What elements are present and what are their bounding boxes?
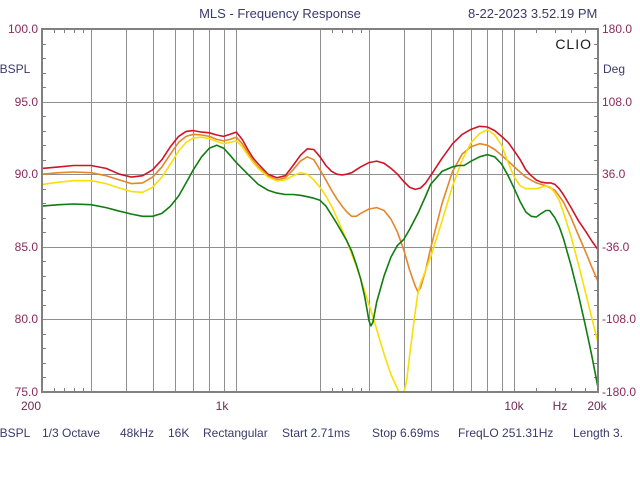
status-item-8: FreqLO 251.31Hz <box>458 426 554 440</box>
status-item-3: 48kHz <box>120 426 155 440</box>
left-tick-90.0: 90.0 <box>14 167 38 182</box>
curve-green <box>42 144 598 389</box>
left-tick-100.0: 100.0 <box>7 22 38 36</box>
left-tick-80.0: 80.0 <box>14 312 38 327</box>
left-tick-75.0: 75.0 <box>14 385 38 399</box>
x-tick-10k: 10k <box>504 399 524 413</box>
status-item-2: 1/3 Octave <box>42 426 101 440</box>
status-item-4: 16K <box>168 426 190 440</box>
status-item-1: dBSPL <box>0 426 31 440</box>
status-item-9: Length 3. <box>573 426 624 440</box>
right-tick-36.0: 36.0 <box>602 167 626 182</box>
chart-title: MLS - Frequency Response <box>199 6 361 21</box>
x-tick-Hz: Hz <box>552 399 568 413</box>
right-tick-180.0: 180.0 <box>602 22 633 36</box>
right-tick--36.0: -36.0 <box>602 239 630 254</box>
status-item-5: Rectangular <box>203 426 268 440</box>
status-item-7: Stop 6.69ms <box>372 426 440 440</box>
x-tick-200: 200 <box>20 399 42 413</box>
status-item-6: Start 2.71ms <box>282 426 351 440</box>
curve-red <box>42 125 598 251</box>
curve-orange <box>42 133 598 293</box>
right-axis-unit: Deg <box>603 62 626 76</box>
left-axis-unit: dBSPL <box>0 62 31 76</box>
x-tick-1k: 1k <box>215 399 229 413</box>
right-tick--180.0: -180.0 <box>602 385 637 399</box>
x-tick-20k: 20k <box>587 399 607 413</box>
left-tick-95.0: 95.0 <box>14 94 38 109</box>
curve-yellow <box>42 129 598 392</box>
right-tick--108.0: -108.0 <box>602 312 637 327</box>
right-tick-108.0: 108.0 <box>602 94 633 109</box>
clio-logo: CLIO <box>555 36 592 52</box>
datetime-label: 8-22-2023 3.52.19 PM <box>468 6 598 21</box>
left-tick-85.0: 85.0 <box>14 239 38 254</box>
plot-border <box>41 28 599 393</box>
